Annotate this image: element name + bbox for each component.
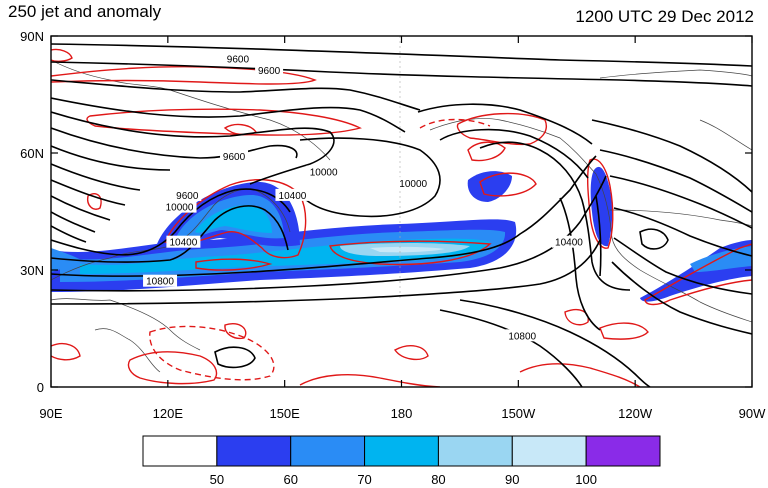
colorbar-swatch	[511, 435, 587, 467]
contour-label-bg	[551, 235, 586, 248]
contour-label-bg	[275, 188, 310, 201]
x-tick-label: 150W	[501, 406, 536, 421]
colorbar-label: 80	[431, 472, 445, 487]
negative-anomaly-contours	[149, 118, 491, 381]
colorbar-label: 90	[505, 472, 519, 487]
contour-label: 10000	[399, 179, 427, 190]
colorbar-swatch	[437, 435, 513, 467]
contour-label: 10400	[555, 238, 583, 249]
colorbar-label: 60	[283, 472, 297, 487]
coastlines	[51, 59, 752, 373]
colorbar: 50 60 70 80 90 100	[142, 435, 661, 487]
contour-label-bg	[143, 274, 178, 287]
colorbar-swatch	[585, 435, 661, 467]
colorbar-label: 100	[575, 472, 597, 487]
x-tick-label: 90W	[739, 406, 766, 421]
contour-label: 9600	[176, 191, 199, 202]
contour-label: 10000	[166, 203, 194, 214]
left-title: 250 jet and anomaly	[8, 2, 162, 21]
contour-label: 10800	[508, 331, 536, 342]
x-tick-label: 120E	[153, 406, 184, 421]
height-contours	[51, 43, 752, 387]
contour-label-bg	[220, 149, 249, 162]
y-tick-label: 90N	[20, 29, 44, 44]
contour-label: 9600	[227, 54, 250, 65]
right-title: 1200 UTC 29 Dec 2012	[575, 7, 754, 26]
y-tick-label: 30N	[20, 263, 44, 278]
colorbar-swatch	[364, 435, 439, 467]
x-tick-label: 150E	[269, 406, 300, 421]
y-axis: 90N 60N 30N 0	[20, 29, 752, 395]
contour-label: 10800	[146, 277, 174, 288]
colorbar-swatch	[142, 435, 218, 467]
contour-label-bg	[173, 188, 202, 201]
y-tick-label: 0	[37, 380, 44, 395]
x-tick-label: 180	[391, 406, 413, 421]
colorbar-swatch	[216, 435, 292, 467]
colorbar-label: 70	[357, 472, 371, 487]
colorbar-swatch	[290, 435, 366, 467]
contour-label-bg	[505, 329, 540, 342]
contour-label-bg	[223, 52, 252, 65]
contour-label-bg	[306, 165, 341, 178]
contour-label: 10400	[279, 191, 307, 202]
contour-label-bg	[255, 64, 284, 77]
contour-label-bg	[166, 235, 201, 248]
contour-label: 10400	[170, 238, 198, 249]
contour-label: 9600	[258, 66, 281, 77]
y-tick-label: 60N	[20, 146, 44, 161]
x-axis: 90E 120E 150E 180 150W 120W 90W	[39, 36, 766, 421]
anomaly-contours	[51, 48, 752, 387]
contour-label-bg	[162, 200, 197, 213]
colorbar-label: 50	[210, 472, 224, 487]
x-tick-label: 120W	[618, 406, 653, 421]
map-plot-area: 9600960096009600100001000010400104001000…	[51, 36, 752, 387]
contour-labels: 9600960096009600100001000010400104001000…	[143, 52, 586, 342]
contour-label: 9600	[223, 152, 246, 163]
x-tick-label: 90E	[39, 406, 62, 421]
contour-label-bg	[396, 177, 431, 190]
contour-label: 10000	[310, 168, 338, 179]
